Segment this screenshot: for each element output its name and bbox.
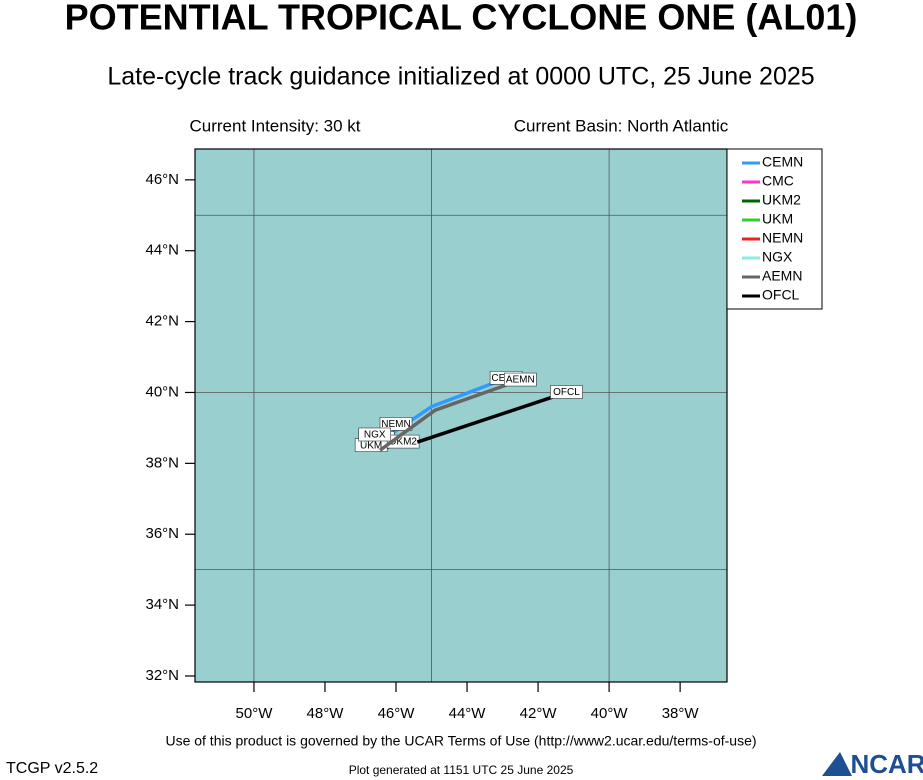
track-label-box (504, 372, 537, 387)
intensity: Current Intensity: 30 kt (189, 116, 360, 135)
x-tick-label: 48°W (307, 705, 345, 722)
y-tick-label: 34°N (145, 596, 179, 613)
y-tick-label: 46°N (145, 171, 179, 188)
track-label-box (550, 385, 583, 399)
plot-area (195, 149, 727, 682)
legend-label: AEMN (762, 268, 802, 284)
track-label: UKM (360, 440, 382, 451)
track-label: OFCL (553, 387, 580, 398)
track-label: NGX (364, 430, 386, 441)
legend-label: NGX (762, 249, 793, 265)
legend-label: UKM (762, 211, 793, 227)
title: POTENTIAL TROPICAL CYCLONE ONE (AL01) (65, 0, 858, 38)
y-tick-label: 40°N (145, 383, 179, 400)
x-tick-label: 38°W (662, 705, 700, 722)
plot-frame (194, 148, 728, 683)
logo: NCAR (822, 749, 923, 779)
legend-box (726, 148, 823, 310)
y-tick-label: 44°N (145, 242, 179, 259)
basin: Current Basin: North Atlantic (514, 116, 729, 135)
generated: Plot generated at 1151 UTC 25 June 2025 (349, 763, 574, 777)
version: TCGP v2.5.2 (6, 760, 98, 777)
legend-label: NEMN (762, 230, 803, 246)
legend-label: OFCL (762, 287, 800, 303)
logo-text: NCAR (850, 749, 923, 779)
x-tick-label: 44°W (449, 705, 487, 722)
x-tick-label: 50°W (236, 705, 274, 722)
track-label: UKM2 (389, 437, 417, 448)
y-tick-label: 38°N (145, 454, 179, 471)
legend-label: UKM2 (762, 192, 801, 208)
y-tick-label: 42°N (145, 313, 179, 330)
subtitle: Late-cycle track guidance initialized at… (107, 63, 814, 91)
track-label: AEMN (506, 375, 535, 386)
x-tick-label: 42°W (520, 705, 558, 722)
y-tick-label: 32°N (145, 667, 179, 684)
footer: Use of this product is governed by the U… (165, 733, 756, 749)
legend-label: CEMN (762, 154, 803, 170)
x-tick-label: 40°W (591, 705, 629, 722)
logo-mark (822, 752, 852, 776)
y-tick-label: 36°N (145, 525, 179, 542)
x-tick-label: 46°W (378, 705, 416, 722)
track-line (416, 390, 568, 444)
track-label-box (358, 427, 392, 442)
legend-label: CMC (762, 173, 794, 189)
track-label-box (379, 417, 413, 431)
track-label: NEMN (381, 419, 410, 430)
track-line (378, 378, 521, 452)
